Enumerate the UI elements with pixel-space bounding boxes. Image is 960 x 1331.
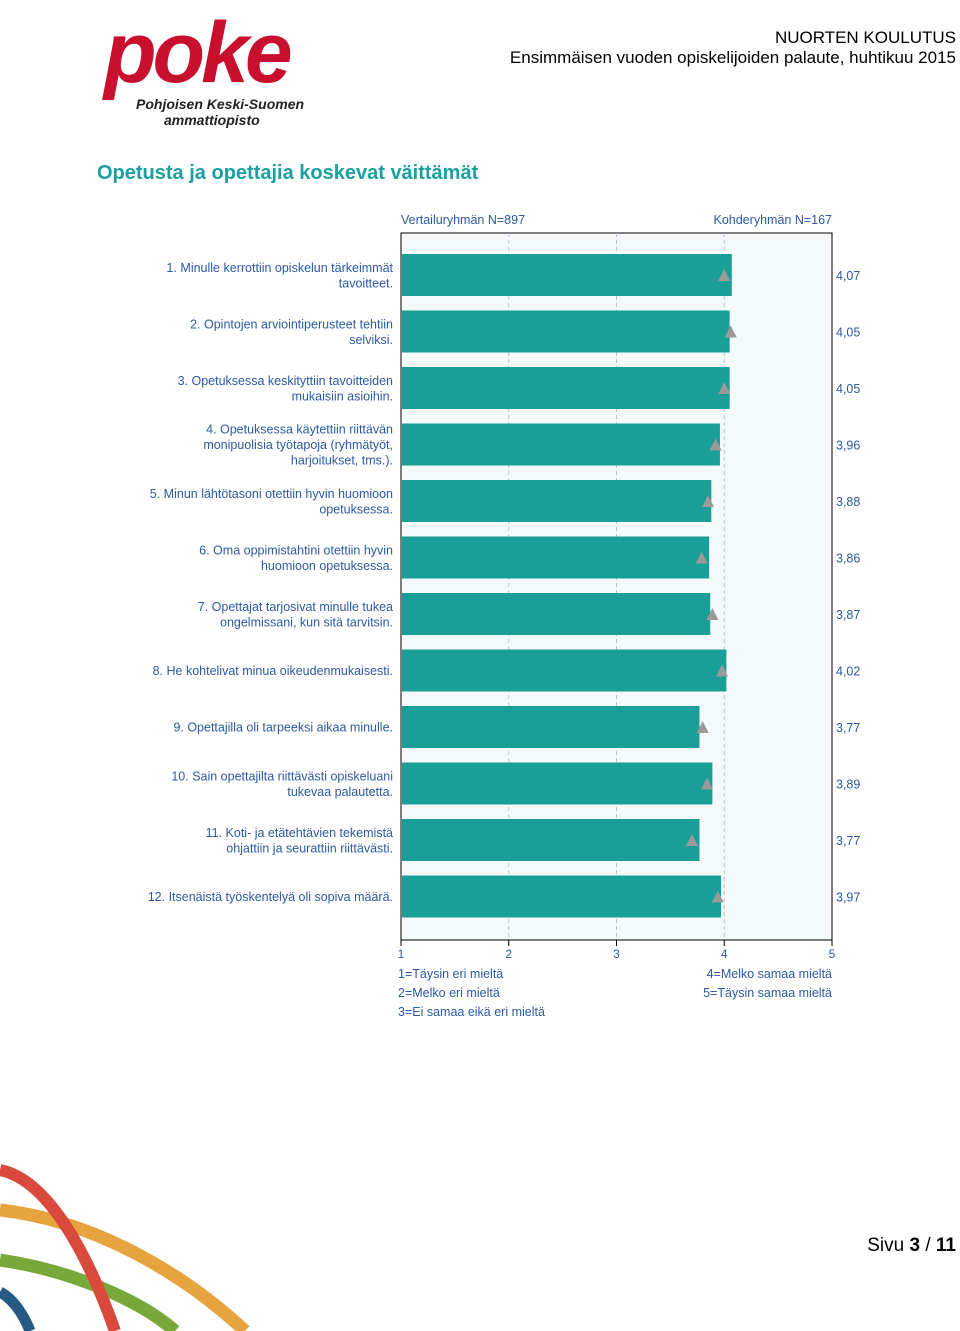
category-label: 9. Opettajilla oli tarpeeksi aikaa minul… bbox=[173, 721, 393, 735]
bar bbox=[402, 254, 732, 296]
comparison-marker bbox=[696, 721, 709, 733]
category-label: 7. Opettajat tarjosivat minulle tukea bbox=[198, 600, 393, 614]
comparison-marker bbox=[685, 834, 698, 846]
scale-legend-item: 4=Melko samaa mieltä bbox=[707, 967, 832, 981]
category-label: ohjattiin ja seurattiin riittävästi. bbox=[226, 841, 393, 855]
bar bbox=[402, 762, 713, 805]
category-label: 6. Oma oppimistahtini otettiin hyvin bbox=[199, 543, 393, 557]
section-title: Opetusta ja opettajia koskevat väittämät bbox=[97, 162, 479, 184]
comparison-marker bbox=[724, 325, 737, 338]
category-label: huomioon opetuksessa. bbox=[261, 559, 393, 573]
header-org: NUORTEN KOULUTUS bbox=[774, 28, 956, 47]
category-label: 11. Koti- ja etätehtävien tekemistä bbox=[206, 826, 393, 840]
data-label: 3,77 bbox=[836, 834, 860, 848]
bar bbox=[402, 649, 727, 692]
header-subtitle: Ensimmäisen vuoden opiskelijoiden palaut… bbox=[509, 48, 956, 67]
category-label: 4. Opetuksessa käytettiin riittävän bbox=[206, 423, 393, 437]
x-tick-label: 1 bbox=[398, 947, 405, 961]
bar bbox=[402, 423, 720, 466]
scale-legend-item: 5=Täysin samaa mieltä bbox=[703, 986, 832, 1000]
comparison-marker bbox=[695, 551, 708, 564]
page-prefix: Sivu bbox=[867, 1235, 905, 1256]
logo-line1: Pohjoisen Keski-Suomen bbox=[136, 96, 304, 112]
comparison-marker bbox=[718, 382, 731, 394]
comparison-marker bbox=[716, 664, 729, 677]
category-label: 1. Minulle kerrottiin opiskelun tärkeimm… bbox=[167, 261, 394, 275]
data-label: 4,02 bbox=[836, 665, 860, 679]
comparison-marker bbox=[709, 438, 722, 451]
data-label: 3,97 bbox=[836, 891, 860, 905]
statement-bar-chart: 1 2 3 4 5 Vertailuryhmän N=897 Kohderyhmän N=1… bbox=[148, 213, 861, 1019]
bar bbox=[402, 536, 710, 579]
category-label: 8. He kohtelivat minua oikeudenmukaisest… bbox=[153, 664, 393, 678]
decorative-swoosh bbox=[0, 1164, 250, 1331]
page-number: Sivu 3 / 11 bbox=[867, 1235, 956, 1257]
bar bbox=[402, 819, 700, 861]
bar bbox=[402, 480, 712, 522]
scale-legend-item: 1=Täysin eri mieltä bbox=[398, 967, 503, 981]
category-label: 3. Opetuksessa keskityttiin tavoitteiden bbox=[178, 374, 393, 388]
x-tick-label: 2 bbox=[505, 947, 512, 961]
category-label: 2. Opintojen arviointiperusteet tehtiin bbox=[190, 317, 393, 331]
logo-wordmark: poke bbox=[102, 8, 291, 101]
comparison-marker bbox=[711, 890, 724, 903]
data-label: 4,05 bbox=[836, 326, 860, 340]
poke-logo: poke Pohjoisen Keski-Suomen ammattiopist… bbox=[102, 8, 304, 128]
scale-legend-item: 2=Melko eri mieltä bbox=[398, 986, 500, 1000]
comparison-marker bbox=[706, 608, 719, 620]
comparison-marker bbox=[702, 495, 715, 507]
x-tick-label: 3 bbox=[613, 947, 620, 961]
page-total: 11 bbox=[935, 1235, 956, 1256]
x-tick-label: 4 bbox=[721, 947, 728, 961]
category-label: opetuksessa. bbox=[319, 502, 393, 516]
category-label: 5. Minun lähtötasoni otettiin hyvin huom… bbox=[150, 487, 393, 501]
data-label: 3,96 bbox=[836, 439, 860, 453]
bar bbox=[402, 706, 700, 748]
comparison-marker bbox=[718, 269, 731, 281]
category-label: tukevaa palautetta. bbox=[287, 785, 393, 799]
category-label: selviksi. bbox=[349, 333, 393, 347]
data-label: 4,07 bbox=[836, 269, 860, 283]
comparison-group-label: Vertailuryhmän N=897 bbox=[401, 213, 525, 227]
swoosh-red bbox=[0, 1164, 121, 1331]
data-label: 3,88 bbox=[836, 495, 860, 509]
bar bbox=[402, 593, 711, 635]
page-current: 3 bbox=[909, 1235, 921, 1256]
page-separator: / bbox=[925, 1235, 931, 1256]
scale-legend-item: 3=Ei samaa eikä eri mieltä bbox=[398, 1005, 545, 1019]
category-label: mukaisiin asioihin. bbox=[292, 389, 393, 403]
data-label: 3,89 bbox=[836, 778, 860, 792]
swoosh-blue bbox=[0, 1287, 36, 1331]
data-label: 3,86 bbox=[836, 552, 860, 566]
category-label: harjoitukset, tms.). bbox=[291, 454, 393, 468]
target-group-label: Kohderyhmän N=167 bbox=[714, 213, 833, 227]
category-label: ongelmissani, kun sitä tarvitsin. bbox=[220, 615, 393, 629]
category-label: monipuolisia työtapoja (ryhmätyöt, bbox=[203, 438, 393, 452]
category-label: 12. Itsenäistä työskentelyä oli sopiva m… bbox=[148, 890, 393, 904]
bar bbox=[402, 875, 722, 918]
bar bbox=[402, 310, 730, 353]
data-label: 3,87 bbox=[836, 608, 860, 622]
x-tick-label: 5 bbox=[829, 947, 836, 961]
category-label: tavoitteet. bbox=[339, 276, 393, 290]
data-label: 3,77 bbox=[836, 721, 860, 735]
logo-line2: ammattiopisto bbox=[164, 112, 260, 128]
bar bbox=[402, 367, 730, 409]
category-label: 10. Sain opettajilta riittävästi opiskel… bbox=[171, 769, 393, 783]
comparison-marker bbox=[701, 777, 714, 790]
swoosh-orange bbox=[0, 1203, 250, 1331]
data-label: 4,05 bbox=[836, 382, 860, 396]
